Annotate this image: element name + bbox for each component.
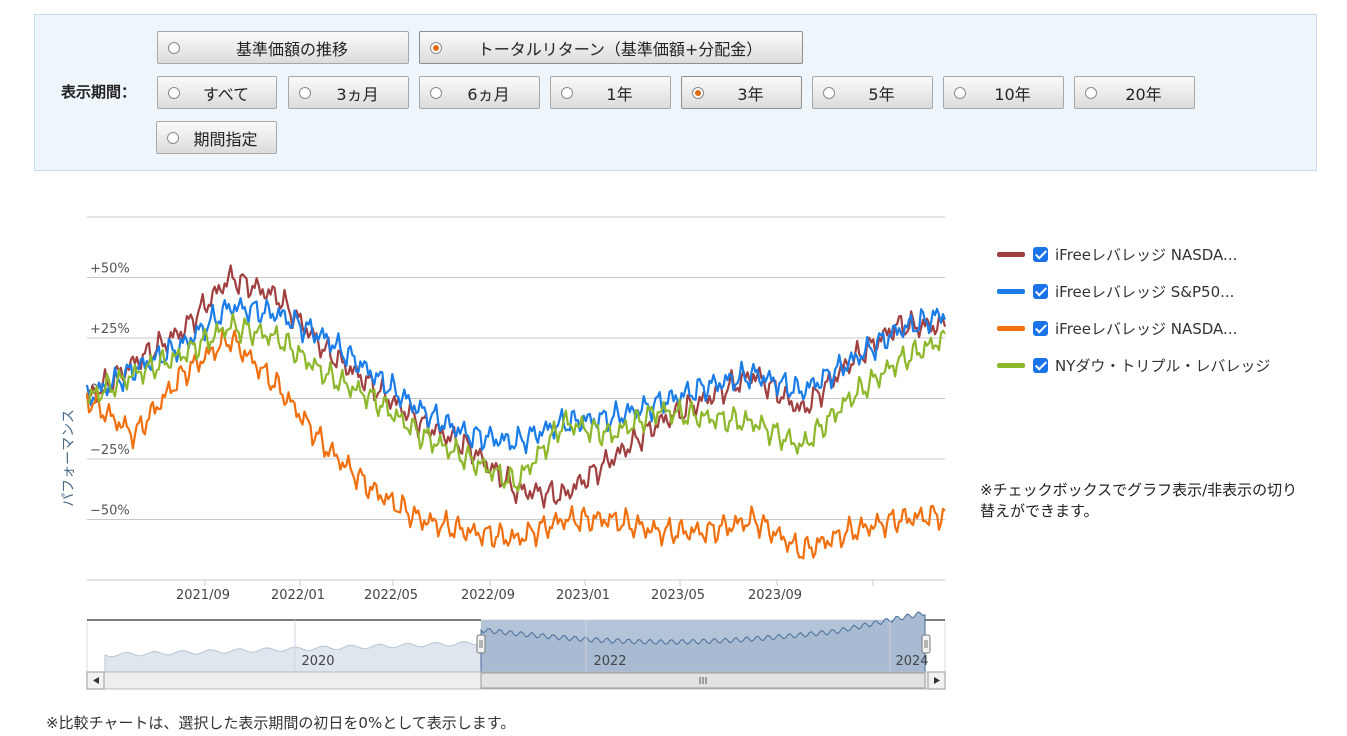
x-tick-label: 2021/09 — [176, 588, 230, 603]
checkbox-checked-icon[interactable] — [1033, 358, 1048, 373]
comparison-note: ※比較チャートは、選択した表示期間の初日を0%として表示します。 — [46, 714, 516, 732]
series-line — [85, 327, 946, 560]
legend-label: iFreeレバレッジ S&P50... — [1055, 283, 1235, 301]
chart-series — [85, 264, 947, 560]
option-6m[interactable]: 6ヵ月 — [419, 76, 540, 109]
radio-icon — [168, 87, 180, 99]
legend-label: NYダウ・トリプル・レバレッジ — [1055, 357, 1271, 375]
x-tick-label: 2023/01 — [556, 588, 610, 603]
navigator-handle[interactable] — [921, 634, 931, 654]
radio-icon — [954, 87, 966, 99]
chart-grid — [87, 216, 945, 520]
x-tick-label: 2023/05 — [651, 588, 705, 603]
legend-swatch — [997, 252, 1025, 257]
option-label: 3年 — [737, 84, 764, 104]
option-label: 基準価額の推移 — [235, 39, 348, 59]
option-label: すべて — [202, 84, 250, 104]
option-1y[interactable]: 1年 — [550, 76, 671, 109]
checkbox-note: ※チェックボックスでグラフ表示/非表示の切り替えができます。 — [980, 481, 1298, 520]
option-label: 5年 — [868, 84, 895, 104]
radio-icon — [168, 42, 180, 54]
option-3y[interactable]: 3年 — [681, 76, 802, 109]
y-tick-label: +25% — [90, 322, 130, 337]
x-axis: 2021/09 2022/01 2022/05 2022/09 2023/01 2023/… — [87, 579, 945, 603]
period-panel: 表示期間： 基準価額の推移 トータルリターン（基準価額+分配金） すべて 3ヵ月… — [34, 14, 1317, 171]
radio-icon — [823, 87, 835, 99]
option-all[interactable]: すべて — [157, 76, 277, 109]
option-label: 10年 — [994, 84, 1031, 104]
radio-selected-icon — [430, 42, 442, 54]
option-total-return[interactable]: トータルリターン（基準価額+分配金） — [419, 31, 803, 64]
x-tick-label: 2022/01 — [271, 588, 325, 603]
legend-item-sp500-lev[interactable]: iFreeレバレッジ S&P50... — [997, 273, 1270, 310]
performance-chart: +50%+25%0%−25%−50% パフォーマンス 2021/09 2022/0… — [61, 216, 947, 690]
option-nav-price[interactable]: 基準価額の推移 — [157, 31, 409, 64]
y-tick-label: +50% — [90, 262, 130, 277]
legend-swatch — [997, 363, 1025, 368]
legend-label: iFreeレバレッジ NASDA... — [1055, 320, 1238, 338]
period-label: 表示期間： — [61, 83, 137, 101]
radio-icon — [430, 87, 442, 99]
arrow-left-icon — [93, 677, 99, 684]
legend-swatch — [997, 289, 1025, 294]
legend-item-nasdaq-lev[interactable]: iFreeレバレッジ NASDA... — [997, 236, 1270, 273]
checkbox-checked-icon[interactable] — [1033, 284, 1048, 299]
series-line — [85, 297, 947, 455]
navigator-label: 2024 — [895, 654, 928, 669]
navigator-label: 2022 — [593, 654, 626, 669]
option-custom-period[interactable]: 期間指定 — [156, 121, 277, 154]
legend-item-nasdaq-lev-2[interactable]: iFreeレバレッジ NASDA... — [997, 310, 1270, 347]
x-tick-label: 2022/05 — [364, 588, 418, 603]
radio-icon — [561, 87, 573, 99]
option-label: 1年 — [606, 84, 633, 104]
arrow-right-icon — [934, 677, 940, 684]
option-20y[interactable]: 20年 — [1074, 76, 1195, 109]
option-10y[interactable]: 10年 — [943, 76, 1064, 109]
option-label: 6ヵ月 — [467, 84, 510, 104]
y-axis-label: パフォーマンス — [61, 409, 77, 507]
y-tick-label: −25% — [90, 443, 130, 458]
y-tick-label: −50% — [90, 504, 130, 519]
legend-swatch — [997, 326, 1025, 331]
navigator-area-selected — [480, 611, 926, 673]
x-tick-label: 2022/09 — [461, 588, 515, 603]
legend-label: iFreeレバレッジ NASDA... — [1055, 246, 1238, 264]
option-3m[interactable]: 3ヵ月 — [288, 76, 409, 109]
navigator-handle[interactable] — [476, 634, 486, 654]
option-label: 20年 — [1125, 84, 1162, 104]
legend-item-ny-dow-triple[interactable]: NYダウ・トリプル・レバレッジ — [997, 347, 1270, 384]
radio-icon — [167, 132, 179, 144]
radio-selected-icon — [692, 87, 704, 99]
series-line — [86, 312, 946, 493]
option-label: トータルリターン（基準価額+分配金） — [477, 39, 763, 59]
radio-icon — [299, 87, 311, 99]
series-line — [85, 264, 947, 509]
option-5y[interactable]: 5年 — [812, 76, 933, 109]
option-label: 3ヵ月 — [336, 84, 379, 104]
checkbox-checked-icon[interactable] — [1033, 247, 1048, 262]
radio-icon — [1085, 87, 1097, 99]
chart-legend: iFreeレバレッジ NASDA... iFreeレバレッジ S&P50... … — [997, 236, 1270, 384]
range-navigator[interactable]: 2020 2022 2024 — [86, 611, 946, 690]
checkbox-checked-icon[interactable] — [1033, 321, 1048, 336]
option-label: 期間指定 — [193, 129, 258, 149]
x-tick-label: 2023/09 — [748, 588, 802, 603]
navigator-label: 2020 — [301, 654, 334, 669]
